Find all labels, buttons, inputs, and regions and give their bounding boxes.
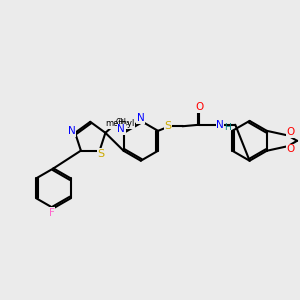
- Text: N: N: [137, 113, 145, 123]
- Text: O: O: [287, 128, 295, 137]
- Text: CH₃: CH₃: [116, 118, 130, 127]
- Text: F: F: [49, 208, 55, 218]
- Text: methyl: methyl: [105, 119, 134, 128]
- Text: N: N: [216, 120, 224, 130]
- Text: S: S: [98, 149, 105, 159]
- Text: H: H: [224, 123, 231, 132]
- Text: O: O: [195, 102, 203, 112]
- Text: N: N: [68, 126, 75, 136]
- Text: N: N: [117, 124, 125, 134]
- Text: S: S: [165, 121, 172, 131]
- Text: O: O: [287, 144, 295, 154]
